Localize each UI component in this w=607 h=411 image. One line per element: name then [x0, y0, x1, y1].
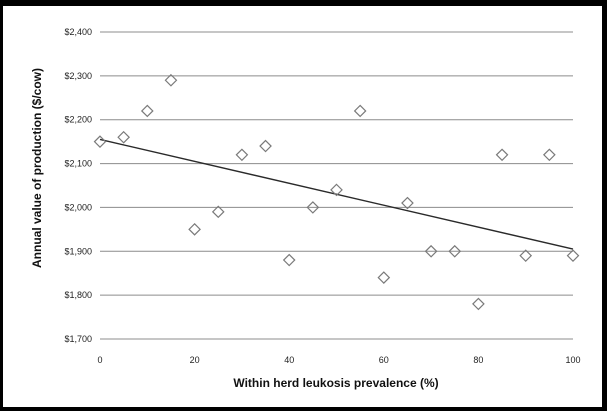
- data-point-marker: [211, 205, 225, 219]
- y-tick-label: $2,000: [64, 202, 92, 212]
- data-point-marker: [117, 130, 130, 144]
- x-tick-label: 80: [473, 355, 483, 365]
- y-tick-label: $2,100: [64, 159, 92, 169]
- x-tick-label: 40: [284, 355, 294, 365]
- data-point-marker: [424, 244, 438, 258]
- data-point-marker: [164, 73, 178, 87]
- data-point-marker: [566, 249, 580, 263]
- trendline-layer: [99, 138, 574, 250]
- data-point-marker: [93, 135, 107, 148]
- y-tick-label: $2,400: [64, 27, 92, 37]
- data-point-marker: [448, 244, 462, 258]
- x-tick-label: 60: [379, 355, 389, 365]
- data-point-marker: [282, 253, 296, 267]
- x-axis-tick-labels: 0 20 40 60 80 100: [97, 355, 580, 365]
- data-point-marker: [495, 148, 509, 162]
- x-axis-title: Within herd leukosis prevalence (%): [233, 376, 438, 390]
- x-tick-label: 100: [565, 355, 580, 365]
- data-points: [93, 73, 580, 311]
- data-point-marker: [472, 297, 485, 311]
- x-tick-label: 0: [97, 355, 102, 365]
- y-axis-tick-labels: $1,700 $1,800 $1,900 $2,000 $2,100 $2,200 $2,3…: [64, 27, 92, 344]
- data-point-marker: [188, 223, 201, 236]
- data-point-marker: [259, 139, 272, 153]
- trendline: [99, 138, 574, 250]
- x-tick-label: 20: [190, 355, 200, 365]
- y-tick-label: $1,800: [64, 290, 92, 300]
- data-point-marker: [519, 249, 533, 263]
- data-point-marker: [140, 104, 154, 118]
- data-point-marker: [306, 201, 320, 214]
- data-point-marker: [377, 271, 391, 284]
- gridlines: [100, 31, 573, 340]
- y-axis-title: Annual value of production ($/cow): [30, 68, 44, 268]
- y-tick-label: $1,700: [64, 334, 92, 344]
- data-point-marker: [401, 196, 414, 210]
- y-tick-label: $2,300: [64, 71, 92, 81]
- data-point-marker: [353, 104, 367, 118]
- y-tick-label: $2,200: [64, 115, 92, 125]
- data-point-marker: [235, 148, 249, 162]
- y-tick-label: $1,900: [64, 246, 92, 256]
- data-point-marker: [330, 183, 343, 197]
- data-point-marker: [543, 148, 556, 162]
